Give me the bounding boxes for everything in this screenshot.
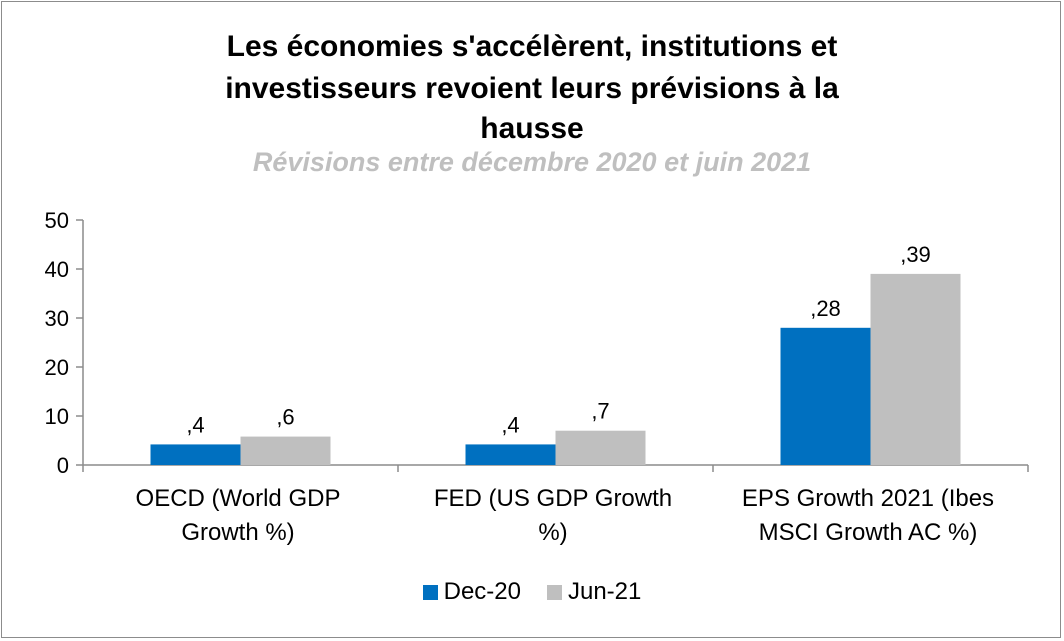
bar-jun-21-0	[240, 436, 331, 465]
chart-subtitle: Révisions entre décembre 2020 et juin 20…	[252, 147, 812, 177]
chart-title-line-1: Les économies s'accélèrent, institutions…	[226, 30, 838, 63]
data-label-jun-21-1: ,7	[591, 399, 609, 424]
chart-title-line-2: investisseurs revoient leurs prévisions …	[225, 72, 839, 105]
legend-swatch-dec-20	[422, 584, 438, 600]
data-label-dec-20-1: ,4	[501, 412, 519, 437]
category-label-oecd-line-1: OECD (World GDP	[135, 485, 341, 512]
category-label-oecd-line-2: Growth %)	[181, 519, 295, 546]
chart-title-line-3: hausse	[480, 112, 584, 145]
y-tick-label: 20	[45, 355, 69, 380]
bar-jun-21-2	[870, 273, 961, 465]
y-tick-label: 0	[57, 453, 69, 478]
bar-jun-21-1	[555, 430, 646, 465]
category-label-fed: FED (US GDP Growth %)	[398, 482, 708, 550]
data-label-jun-21-2: ,39	[900, 242, 931, 267]
bar-dec-20-2	[780, 327, 871, 465]
legend-label-jun-21: Jun-21	[567, 578, 642, 605]
category-label-fed-line-2: %)	[538, 519, 568, 546]
category-label-fed-line-1: FED (US GDP Growth	[433, 485, 673, 512]
y-tick-label: 30	[45, 306, 69, 331]
legend-item-jun-21: Jun-21	[546, 578, 642, 606]
category-label-oecd: OECD (World GDP Growth %)	[83, 482, 393, 550]
legend-item-dec-20: Dec-20	[422, 578, 521, 606]
category-label-eps: EPS Growth 2021 (Ibes MSCI Growth AC %)	[713, 482, 1023, 550]
y-tick-label: 10	[45, 404, 69, 429]
chart-legend: Dec-20 Jun-21	[0, 578, 1064, 606]
category-label-eps-line-1: EPS Growth 2021 (Ibes	[741, 485, 995, 512]
category-label-eps-line-2: MSCI Growth AC %)	[758, 519, 978, 546]
legend-label-dec-20: Dec-20	[443, 578, 521, 605]
data-label-jun-21-0: ,6	[276, 405, 294, 430]
bar-dec-20-1	[465, 444, 556, 465]
bar-dec-20-0	[150, 444, 241, 465]
data-label-dec-20-0: ,4	[186, 412, 204, 437]
y-tick-label: 50	[45, 208, 69, 233]
legend-swatch-jun-21	[546, 584, 562, 600]
data-label-dec-20-2: ,28	[810, 296, 841, 321]
y-tick-label: 40	[45, 257, 69, 282]
